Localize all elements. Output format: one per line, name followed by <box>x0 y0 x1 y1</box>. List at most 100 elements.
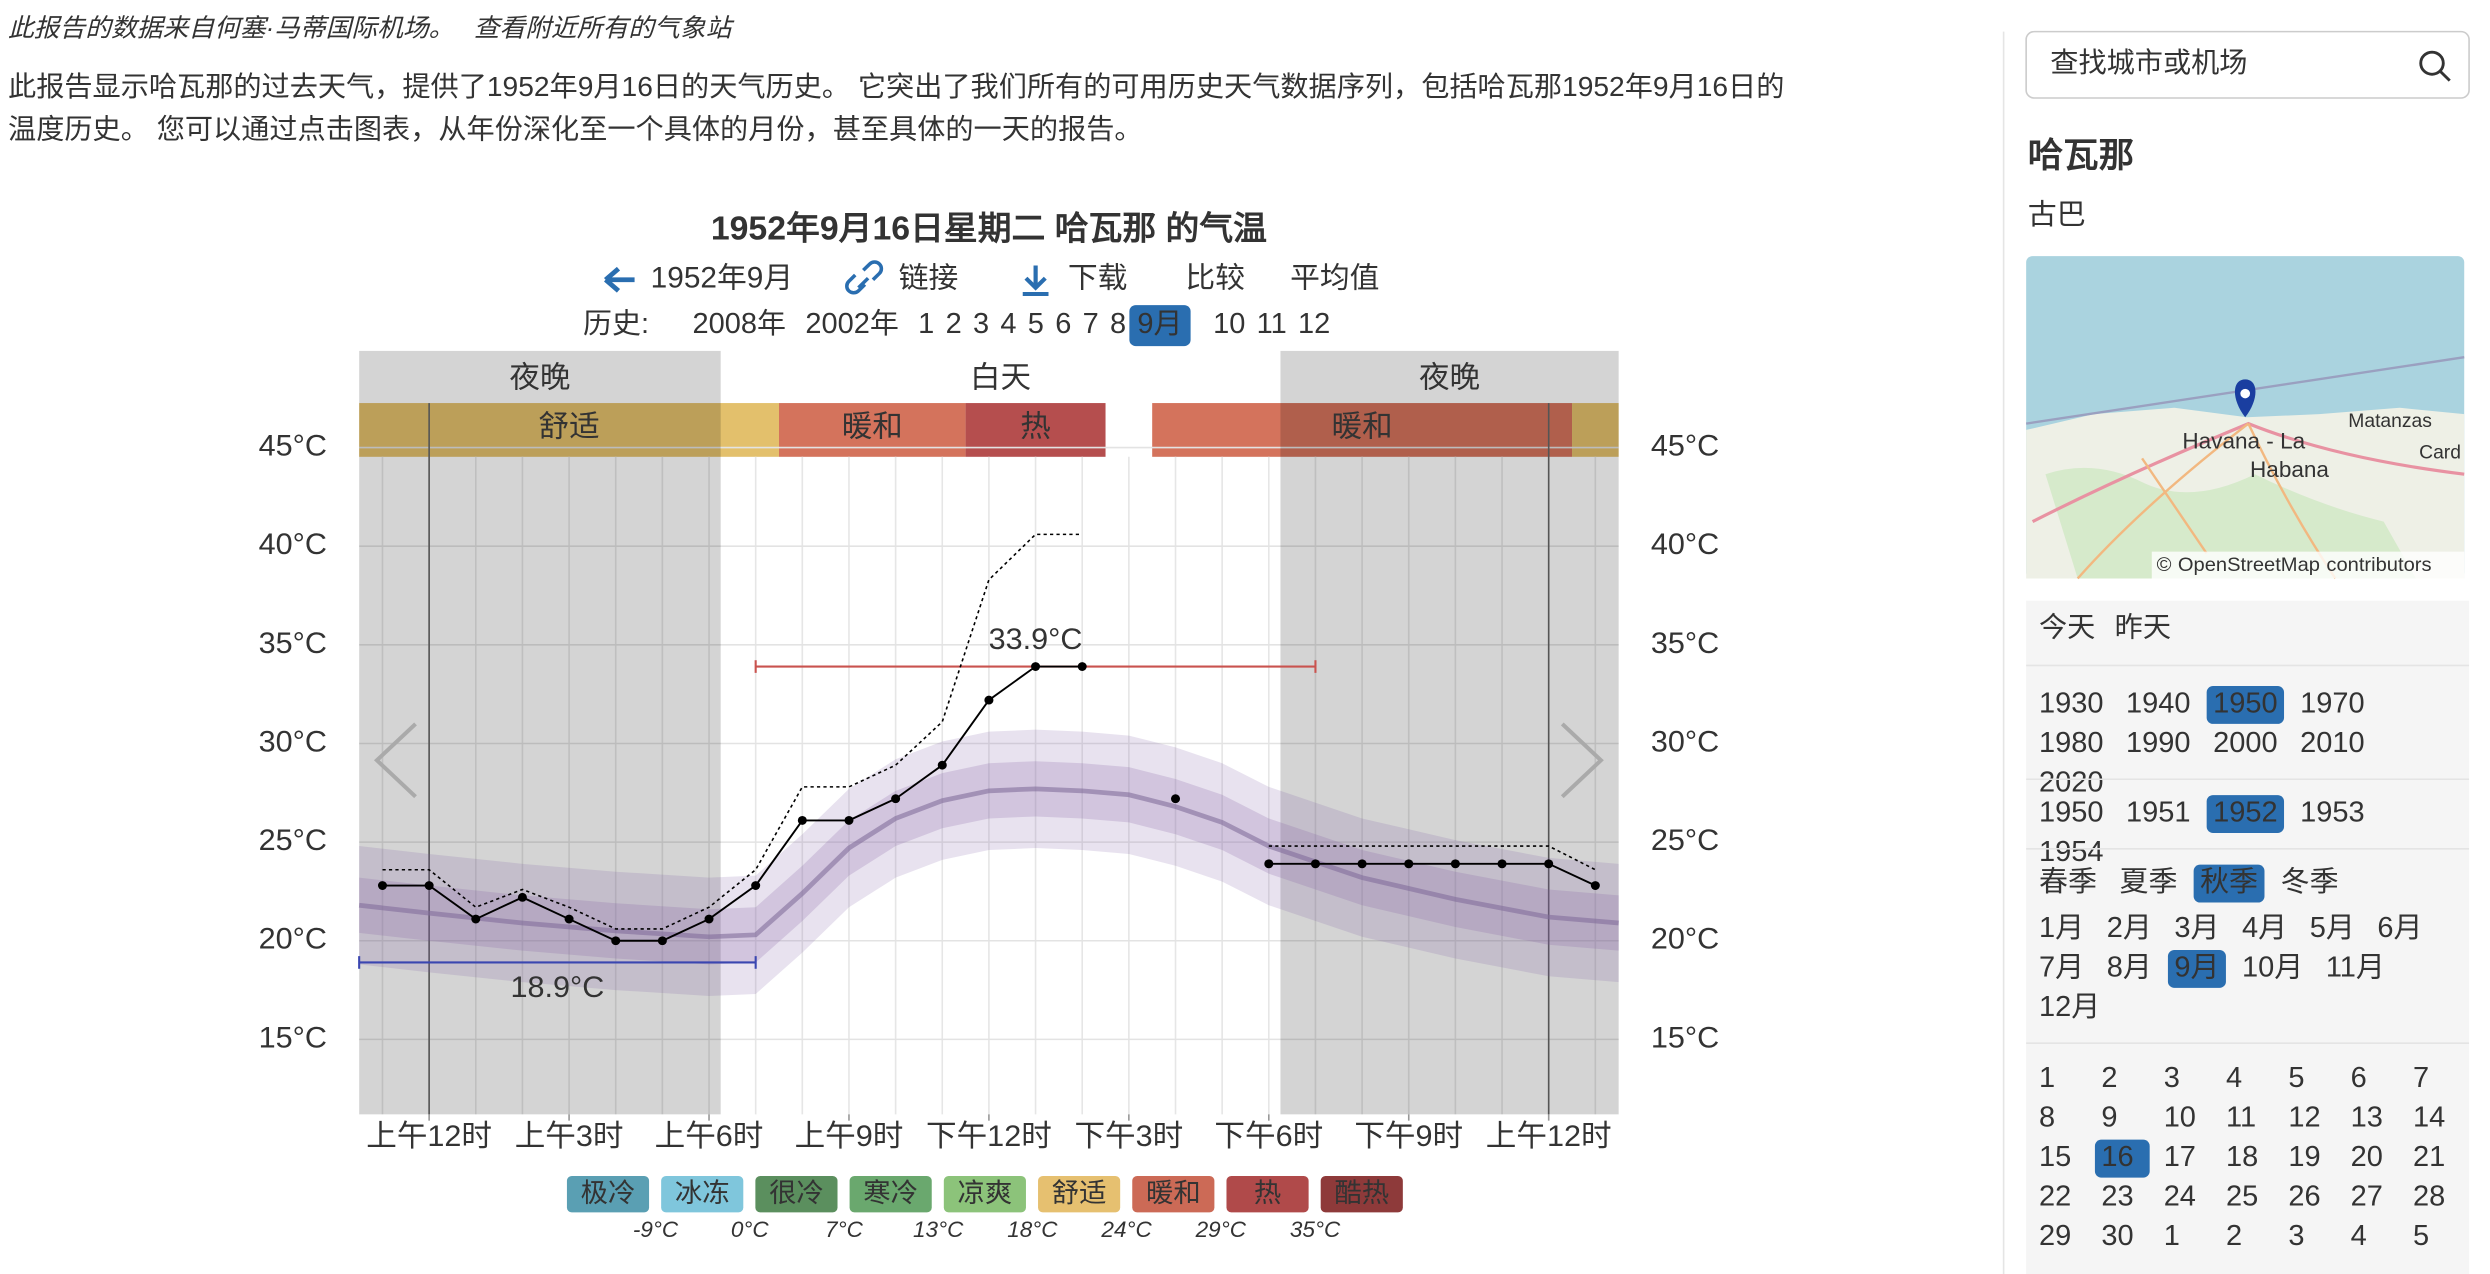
day-link: 12 <box>2288 1102 2320 1134</box>
decade-link[interactable]: 2010 <box>2300 727 2364 759</box>
day-link: 9 <box>2101 1102 2117 1134</box>
year-link[interactable]: 1950 <box>2039 797 2103 829</box>
y2-tick-label: 35°C <box>1651 627 1719 660</box>
next-arrow[interactable] <box>1560 722 1604 799</box>
chart-nav-link[interactable]: 比较 <box>1185 262 1245 295</box>
day-link: 7 <box>2413 1062 2429 1094</box>
chart-nav-link[interactable]: 平均值 <box>1290 262 1379 295</box>
source-link[interactable]: 查看附近所有的气象站 <box>474 15 735 43</box>
season-link[interactable]: 冬季 <box>2281 866 2339 898</box>
month-link[interactable]: 8月 <box>2107 952 2152 984</box>
day-selected-bg <box>2094 1139 2150 1178</box>
decade-link[interactable]: 1940 <box>2126 688 2190 720</box>
history-item: 4 <box>1000 308 1016 340</box>
source-text: 此报告的数据来自何塞·马蒂国际机场。 <box>8 15 454 43</box>
day-link: 13 <box>2351 1102 2383 1134</box>
year-link[interactable]: 1952 <box>2213 797 2277 829</box>
year-link[interactable]: 1953 <box>2300 797 2364 829</box>
month-link[interactable]: 5月 <box>2310 912 2355 944</box>
chart-nav-link[interactable]: 链接 <box>899 262 959 295</box>
search-box[interactable] <box>2025 30 2470 99</box>
search-input[interactable] <box>2025 30 2470 99</box>
day-link: 2 <box>2101 1062 2117 1094</box>
month-link[interactable]: 11月 <box>2326 952 2385 984</box>
year-link[interactable]: 1951 <box>2126 797 2190 829</box>
day-link[interactable]: 17 <box>2164 1141 2196 1173</box>
history-item: 2 <box>946 308 962 340</box>
link-icon[interactable] <box>845 260 884 295</box>
month-link[interactable]: 1月 <box>2039 912 2084 944</box>
y-tick-label: 35°C <box>259 627 327 660</box>
month-link[interactable]: 4月 <box>2242 912 2287 944</box>
chart-nav-link[interactable]: 下载 <box>1068 262 1128 295</box>
x-tick-label: 下午12时 <box>926 1119 1052 1153</box>
month-link[interactable]: 12月 <box>2039 991 2100 1023</box>
decade-link[interactable]: 1930 <box>2039 688 2103 720</box>
temperature-point <box>1077 662 1087 671</box>
night-shade <box>1280 350 1619 1115</box>
map-credit[interactable]: OpenStreetMap <box>2178 554 2320 576</box>
decade-link[interactable]: 1990 <box>2126 727 2190 759</box>
chart-nav-link[interactable]: 1952年9月 <box>651 262 793 295</box>
chart-title: 1952年9月16日星期二 哈瓦那 的气温 <box>711 211 1267 248</box>
back-icon[interactable] <box>603 266 635 293</box>
temperature-point <box>1264 859 1274 869</box>
season-link[interactable]: 夏季 <box>2120 866 2178 898</box>
year-link[interactable]: 1954 <box>2039 836 2104 868</box>
temperature-point <box>1590 881 1600 890</box>
y-tick-label: 45°C <box>259 430 327 463</box>
day-link[interactable]: 15 <box>2039 1141 2071 1173</box>
history-item[interactable]: 2002年 <box>805 308 898 340</box>
temperature-point <box>1031 662 1041 671</box>
day-link: 4 <box>2226 1062 2242 1094</box>
x-tick-label: 下午6时 <box>1214 1119 1323 1153</box>
legend-chip <box>849 1176 932 1213</box>
map-credit-bg <box>2151 551 2465 579</box>
day-link: 21 <box>2413 1141 2445 1173</box>
day-link: 8 <box>2039 1102 2055 1134</box>
decade-link[interactable]: 1950 <box>2213 688 2277 720</box>
day-link[interactable]: 16 <box>2101 1141 2133 1173</box>
legend-label: 寒冷 <box>863 1177 918 1208</box>
map[interactable] <box>2025 256 2465 580</box>
prev-arrow[interactable] <box>373 722 417 799</box>
history-item[interactable]: 2008年 <box>693 308 786 340</box>
threshold-label: 35°C <box>1290 1217 1341 1242</box>
legend-label: 很冷 <box>769 1177 824 1208</box>
temperature-point <box>1357 859 1367 869</box>
season-link[interactable]: 秋季 <box>2200 866 2258 898</box>
decade-link[interactable]: 1980 <box>2039 727 2103 759</box>
season-link[interactable]: 春季 <box>2039 866 2097 898</box>
month-link[interactable]: 6月 <box>2377 912 2422 944</box>
month-link[interactable]: 3月 <box>2174 912 2219 944</box>
temperature-point <box>611 936 621 946</box>
decade-link[interactable]: 2020 <box>2039 767 2103 799</box>
download-icon[interactable] <box>1022 265 1049 297</box>
y2-tick-label: 25°C <box>1651 824 1719 857</box>
month-link[interactable]: 2月 <box>2107 912 2152 944</box>
decade-link[interactable]: 2000 <box>2213 727 2277 759</box>
month-link[interactable]: 10月 <box>2242 952 2303 984</box>
temperature-point <box>1404 859 1414 869</box>
day-link: 25 <box>2226 1181 2258 1213</box>
history-item[interactable]: 9月 <box>1137 308 1182 340</box>
period-label: 夜晚 <box>509 361 570 395</box>
month-link[interactable]: 9月 <box>2174 952 2219 984</box>
search-icon <box>2419 50 2445 76</box>
city-name: 哈瓦那 <box>2028 137 2134 176</box>
threshold-label: 7°C <box>825 1217 864 1242</box>
decade-link[interactable]: 1970 <box>2300 688 2364 720</box>
period-label: 夜晚 <box>1419 361 1480 395</box>
country-link[interactable]: 古巴 <box>2028 199 2086 231</box>
y2-tick-label: 40°C <box>1651 528 1719 561</box>
map-label: Havana - La <box>2182 429 2305 454</box>
quick-link[interactable]: 昨天 <box>2115 612 2171 643</box>
legend-label: 热 <box>1254 1177 1281 1208</box>
band-inner <box>359 761 1619 965</box>
y2-tick-label: 15°C <box>1651 1022 1719 1055</box>
search-placeholder: 查找城市或机场 <box>2050 47 2247 78</box>
annotation-label: 33.9°C <box>989 623 1083 656</box>
period-label: 白天 <box>970 361 1031 395</box>
month-link[interactable]: 7月 <box>2039 952 2084 984</box>
